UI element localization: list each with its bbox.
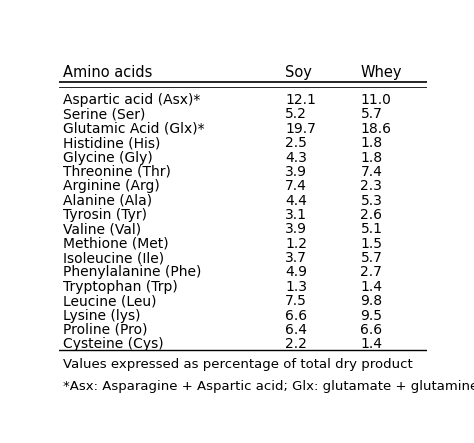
- Text: 2.3: 2.3: [360, 179, 383, 193]
- Text: 1.8: 1.8: [360, 151, 383, 164]
- Text: 3.9: 3.9: [285, 165, 307, 179]
- Text: Arginine (Arg): Arginine (Arg): [63, 179, 160, 193]
- Text: 4.4: 4.4: [285, 194, 307, 208]
- Text: Glycine (Gly): Glycine (Gly): [63, 151, 153, 164]
- Text: 1.8: 1.8: [360, 136, 383, 150]
- Text: Cysteine (Cys): Cysteine (Cys): [63, 337, 164, 351]
- Text: Whey: Whey: [360, 65, 402, 80]
- Text: 7.5: 7.5: [285, 294, 307, 308]
- Text: Serine (Ser): Serine (Ser): [63, 108, 146, 121]
- Text: 2.5: 2.5: [285, 136, 307, 150]
- Text: Tyrosin (Tyr): Tyrosin (Tyr): [63, 208, 147, 222]
- Text: 5.3: 5.3: [360, 194, 383, 208]
- Text: Soy: Soy: [285, 65, 312, 80]
- Text: 9.8: 9.8: [360, 294, 383, 308]
- Text: 5.2: 5.2: [285, 108, 307, 121]
- Text: 1.5: 1.5: [360, 237, 383, 251]
- Text: 7.4: 7.4: [285, 179, 307, 193]
- Text: 1.2: 1.2: [285, 237, 307, 251]
- Text: 3.9: 3.9: [285, 222, 307, 237]
- Text: 3.1: 3.1: [285, 208, 307, 222]
- Text: Isoleucine (Ile): Isoleucine (Ile): [63, 251, 164, 265]
- Text: 2.7: 2.7: [360, 265, 383, 280]
- Text: 5.7: 5.7: [360, 251, 383, 265]
- Text: *Asx: Asparagine + Aspartic acid; Glx: glutamate + glutamine: *Asx: Asparagine + Aspartic acid; Glx: g…: [63, 380, 474, 392]
- Text: 1.4: 1.4: [360, 337, 383, 351]
- Text: 18.6: 18.6: [360, 122, 392, 136]
- Text: 4.3: 4.3: [285, 151, 307, 164]
- Text: 12.1: 12.1: [285, 93, 316, 107]
- Text: Histidine (His): Histidine (His): [63, 136, 160, 150]
- Text: 2.2: 2.2: [285, 337, 307, 351]
- Text: Glutamic Acid (Glx)*: Glutamic Acid (Glx)*: [63, 122, 205, 136]
- Text: Amino acids: Amino acids: [63, 65, 152, 80]
- Text: 3.7: 3.7: [285, 251, 307, 265]
- Text: Phenylalanine (Phe): Phenylalanine (Phe): [63, 265, 201, 280]
- Text: Methione (Met): Methione (Met): [63, 237, 169, 251]
- Text: Aspartic acid (Asx)*: Aspartic acid (Asx)*: [63, 93, 201, 107]
- Text: Alanine (Ala): Alanine (Ala): [63, 194, 152, 208]
- Text: Threonine (Thr): Threonine (Thr): [63, 165, 171, 179]
- Text: 6.4: 6.4: [285, 323, 307, 337]
- Text: 11.0: 11.0: [360, 93, 392, 107]
- Text: 1.4: 1.4: [360, 280, 383, 294]
- Text: Values expressed as percentage of total dry product: Values expressed as percentage of total …: [63, 358, 413, 371]
- Text: 7.4: 7.4: [360, 165, 383, 179]
- Text: Leucine (Leu): Leucine (Leu): [63, 294, 156, 308]
- Text: 5.7: 5.7: [360, 108, 383, 121]
- Text: Tryptophan (Trp): Tryptophan (Trp): [63, 280, 178, 294]
- Text: 1.3: 1.3: [285, 280, 307, 294]
- Text: 2.6: 2.6: [360, 208, 383, 222]
- Text: 9.5: 9.5: [360, 308, 383, 323]
- Text: Valine (Val): Valine (Val): [63, 222, 141, 237]
- Text: 6.6: 6.6: [285, 308, 307, 323]
- Text: 19.7: 19.7: [285, 122, 316, 136]
- Text: 4.9: 4.9: [285, 265, 307, 280]
- Text: 5.1: 5.1: [360, 222, 383, 237]
- Text: 6.6: 6.6: [360, 323, 383, 337]
- Text: Proline (Pro): Proline (Pro): [63, 323, 147, 337]
- Text: Lysine (lys): Lysine (lys): [63, 308, 140, 323]
